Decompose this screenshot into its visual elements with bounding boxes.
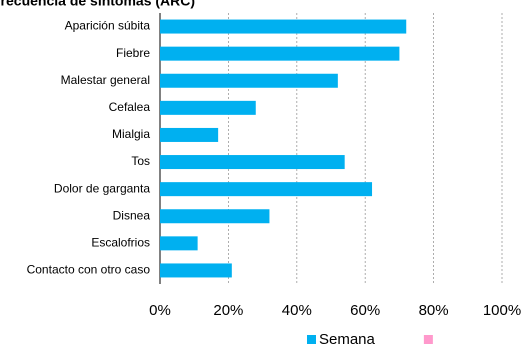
x-tick-label: 40% [282, 302, 312, 319]
x-tick-label: 100% [483, 302, 521, 319]
bar [160, 236, 198, 251]
bar [160, 19, 407, 34]
bar [160, 182, 373, 197]
y-tick-label: Cefalea [109, 100, 151, 114]
x-tick-label: 80% [419, 302, 449, 319]
bar [160, 155, 345, 170]
y-tick-label: Mialgia [112, 127, 150, 141]
y-tick-label: Malestar general [61, 73, 150, 87]
bar [160, 263, 232, 278]
y-tick-label: Tos [131, 154, 150, 168]
chart-title: Frecuencia de síntomas (ARC) [0, 0, 195, 9]
bar [160, 73, 338, 88]
legend-swatch [423, 335, 433, 344]
bar [160, 46, 400, 61]
x-tick-label: 0% [149, 302, 171, 319]
y-tick-label: Escalofrios [91, 236, 150, 250]
y-tick-label: Dolor de garganta [54, 181, 150, 195]
y-tick-label: Aparición súbita [65, 19, 151, 33]
y-tick-label: Disnea [113, 208, 151, 222]
x-tick-label: 60% [350, 302, 380, 319]
legend-swatch [307, 335, 316, 344]
y-tick-label: Contacto con otro caso [27, 263, 151, 277]
x-tick-label: 20% [213, 302, 243, 319]
bar [160, 127, 219, 142]
bar [160, 209, 270, 224]
y-tick-label: Fiebre [116, 46, 150, 60]
bar [160, 100, 256, 115]
legend-label: Semana [319, 331, 376, 348]
